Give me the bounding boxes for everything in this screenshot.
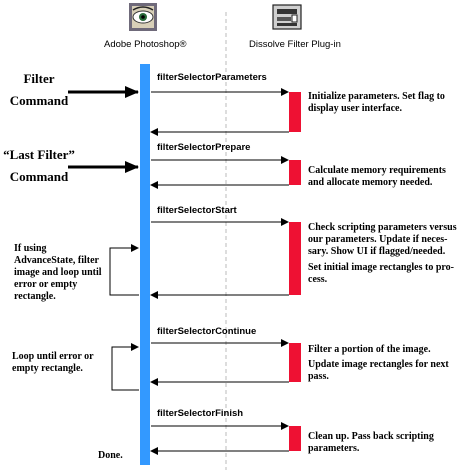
- photoshop-eye-icon: [129, 3, 157, 31]
- plugin-activation-box: [289, 160, 301, 185]
- last-filter-line2: Command: [9, 169, 69, 184]
- plugin-action-text: Check scripting parameters versus our pa…: [308, 222, 457, 257]
- plugin-action-text: Set initial image rectangles to pro-cess…: [308, 262, 454, 285]
- plugin-activation-box: [289, 222, 301, 295]
- message-label: filterSelectorParameters: [157, 72, 267, 83]
- advance-state-loop-arrow: [109, 244, 139, 296]
- last-filter-command-label: “Last Filter” Command: [0, 144, 78, 188]
- plugin-activation-box: [289, 426, 301, 451]
- message-label: filterSelectorStart: [157, 205, 237, 216]
- plugin-action-text: Clean up. Pass back scripting parameters…: [308, 431, 434, 454]
- advance-state-loop-note: If using AdvanceState, filter image and …: [14, 243, 102, 302]
- filter-line2: Command: [9, 93, 69, 108]
- plugin-action-text: Update image rectangles for next pass.: [308, 359, 449, 382]
- filter-command-label: Filter Command: [4, 68, 74, 112]
- host-name: Adobe Photoshop®: [104, 39, 187, 50]
- plugin-activation-box: [289, 343, 301, 382]
- continue-loop-arrow: [111, 343, 139, 391]
- continue-loop-note: Loop until error or empty rectangle.: [12, 351, 94, 374]
- message-label: filterSelectorPrepare: [157, 142, 251, 153]
- host-activation-bar: [140, 64, 150, 465]
- plugin-action-text: Initialize parameters. Set flag to displ…: [308, 91, 445, 114]
- message-label: filterSelectorFinish: [157, 408, 244, 419]
- filter-line1: Filter: [23, 71, 55, 86]
- plugin-action-text: Filter a portion of the image.: [308, 344, 431, 355]
- plugin-activation-box: [289, 92, 301, 132]
- message-label: filterSelectorContinue: [157, 326, 257, 337]
- plugin-name: Dissolve Filter Plug-in: [249, 39, 341, 50]
- last-filter-line1: “Last Filter”: [3, 147, 75, 162]
- plugin-module-icon: [272, 4, 302, 30]
- plugin-action-text: Calculate memory requirements and alloca…: [308, 165, 446, 188]
- done-label: Done.: [98, 450, 123, 461]
